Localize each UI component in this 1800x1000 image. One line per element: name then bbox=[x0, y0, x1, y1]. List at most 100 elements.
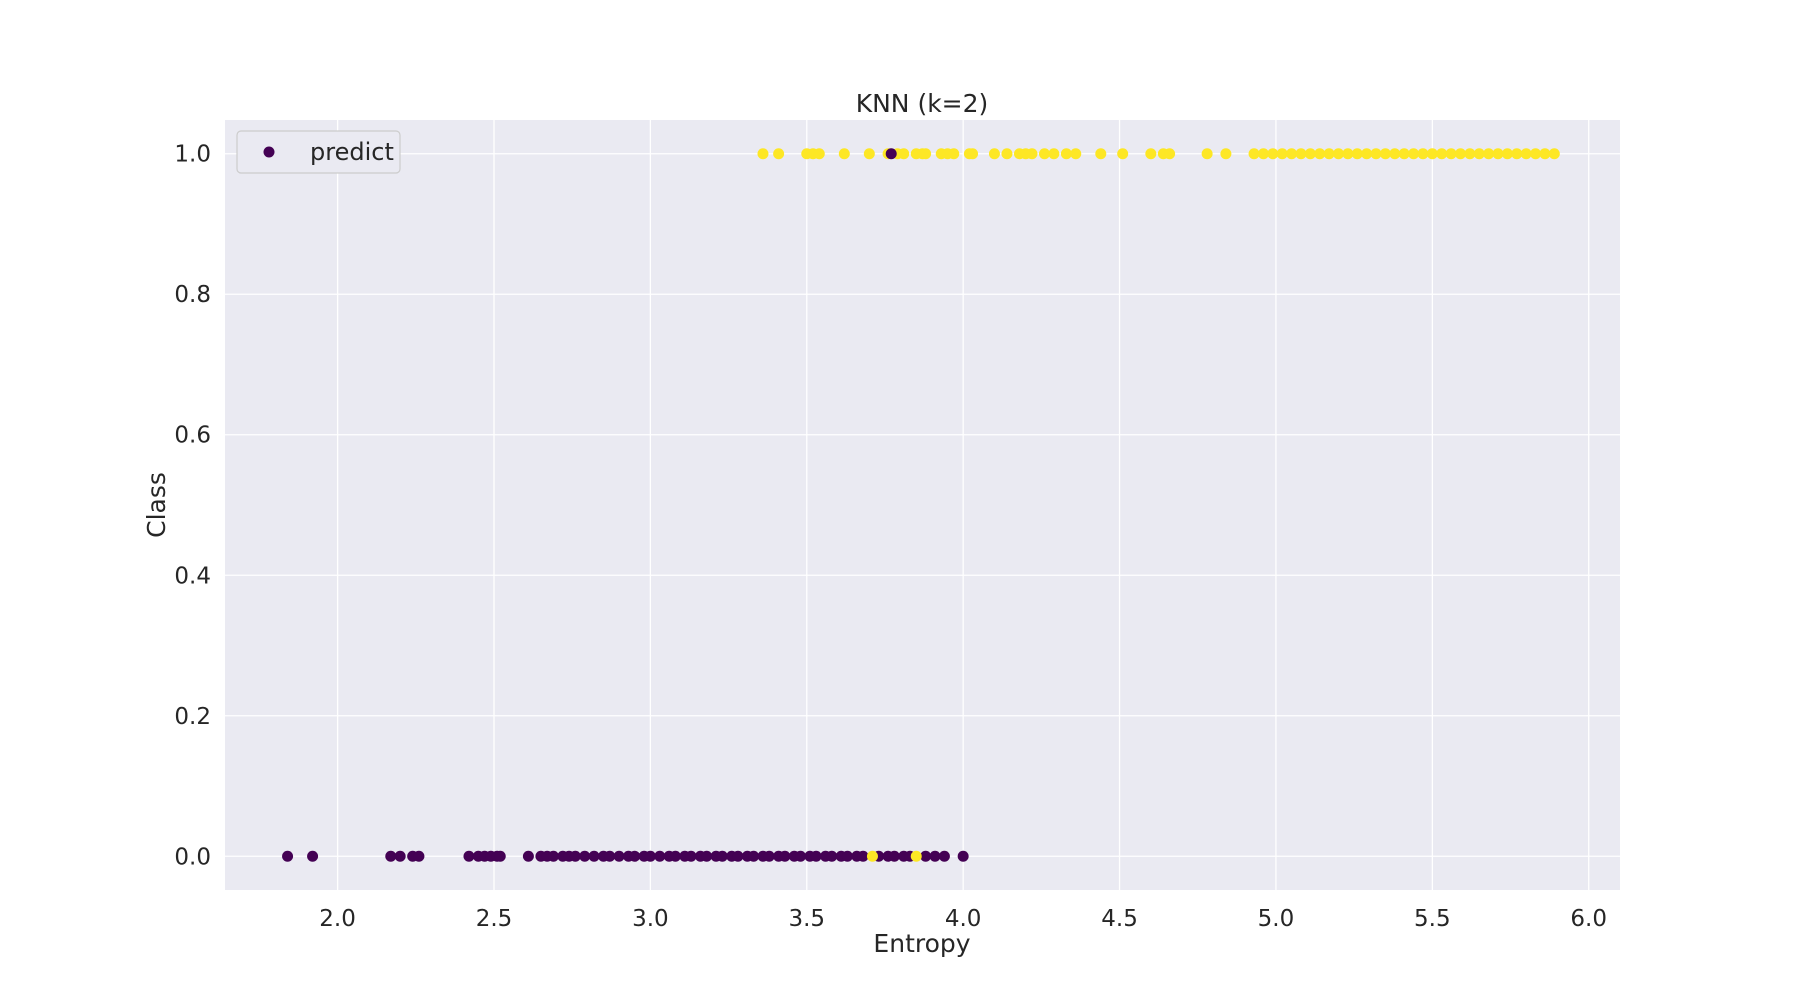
data-point-class-1 bbox=[1389, 148, 1401, 160]
y-tick-labels: 0.0 0.2 0.4 0.6 0.8 1.0 bbox=[174, 142, 211, 871]
y-tick-label: 1.0 bbox=[174, 142, 211, 168]
data-point-class-1 bbox=[1501, 148, 1513, 160]
y-tick-label: 0.2 bbox=[174, 704, 211, 730]
x-tick-label: 2.0 bbox=[319, 906, 356, 932]
data-point-class-0 bbox=[569, 850, 581, 862]
data-points bbox=[282, 148, 1560, 862]
data-point-class-1 bbox=[1445, 148, 1457, 160]
data-point-class-1 bbox=[1304, 148, 1316, 160]
data-point-class-0 bbox=[494, 850, 506, 862]
x-tick-label: 4.0 bbox=[945, 906, 982, 932]
data-point-class-1 bbox=[1314, 148, 1326, 160]
data-point-class-1 bbox=[1379, 148, 1391, 160]
data-point-class-1 bbox=[1370, 148, 1382, 160]
data-point-class-1 bbox=[1548, 148, 1560, 160]
data-point-class-1 bbox=[1436, 148, 1448, 160]
data-point-class-1 bbox=[988, 148, 1000, 160]
data-point-class-1 bbox=[1145, 148, 1157, 160]
y-tick-label: 0.4 bbox=[174, 563, 211, 589]
data-point-class-1 bbox=[757, 148, 769, 160]
data-point-class-1 bbox=[1426, 148, 1438, 160]
data-point-class-1 bbox=[1070, 148, 1082, 160]
data-point-class-1 bbox=[1492, 148, 1504, 160]
data-point-class-1 bbox=[1361, 148, 1373, 160]
data-point-class-1 bbox=[1201, 148, 1213, 160]
y-tick-label: 0.8 bbox=[174, 282, 211, 308]
legend-box bbox=[236, 130, 401, 174]
data-point-class-0 bbox=[547, 850, 559, 862]
data-point-class-1 bbox=[1464, 148, 1476, 160]
data-point-class-1 bbox=[1248, 148, 1260, 160]
data-point-class-0 bbox=[885, 148, 897, 160]
data-point-class-1 bbox=[1286, 148, 1298, 160]
data-point-class-1 bbox=[948, 148, 960, 160]
data-point-class-0 bbox=[579, 850, 591, 862]
data-point-class-1 bbox=[773, 148, 785, 160]
x-tick-label: 5.5 bbox=[1414, 906, 1451, 932]
data-point-class-0 bbox=[795, 850, 807, 862]
data-point-class-0 bbox=[604, 850, 616, 862]
data-point-class-0 bbox=[644, 850, 656, 862]
x-axis-label: Entropy bbox=[873, 929, 970, 958]
data-point-class-1 bbox=[1026, 148, 1038, 160]
legend-label: predict bbox=[310, 138, 394, 166]
y-axis-label: Class bbox=[142, 472, 171, 538]
data-point-class-1 bbox=[813, 148, 825, 160]
data-point-class-0 bbox=[957, 850, 969, 862]
data-point-class-0 bbox=[938, 850, 950, 862]
data-point-class-1 bbox=[1511, 148, 1523, 160]
y-tick-label: 0.0 bbox=[174, 844, 211, 870]
data-point-class-1 bbox=[1038, 148, 1050, 160]
data-point-class-1 bbox=[1001, 148, 1013, 160]
data-point-class-1 bbox=[1095, 148, 1107, 160]
data-point-class-0 bbox=[732, 850, 744, 862]
data-point-class-0 bbox=[779, 850, 791, 862]
data-point-class-0 bbox=[841, 850, 853, 862]
x-tick-label: 2.5 bbox=[476, 906, 513, 932]
data-point-class-0 bbox=[716, 850, 728, 862]
data-point-class-1 bbox=[1473, 148, 1485, 160]
y-tick-label: 0.6 bbox=[174, 423, 211, 449]
x-tick-labels: 2.0 2.5 3.0 3.5 4.0 4.5 5.0 5.5 6.0 bbox=[319, 906, 1607, 932]
data-point-class-0 bbox=[413, 850, 425, 862]
data-point-class-0 bbox=[888, 850, 900, 862]
data-point-class-1 bbox=[910, 850, 922, 862]
data-point-class-1 bbox=[1417, 148, 1429, 160]
data-point-class-1 bbox=[920, 148, 932, 160]
data-point-class-1 bbox=[1164, 148, 1176, 160]
data-point-class-1 bbox=[838, 148, 850, 160]
data-point-class-1 bbox=[1454, 148, 1466, 160]
data-point-class-1 bbox=[1267, 148, 1279, 160]
x-tick-label: 3.5 bbox=[788, 906, 825, 932]
legend: predict bbox=[236, 130, 401, 174]
data-point-class-1 bbox=[1483, 148, 1495, 160]
data-point-class-1 bbox=[1276, 148, 1288, 160]
x-tick-label: 4.5 bbox=[1101, 906, 1138, 932]
data-point-class-1 bbox=[1048, 148, 1060, 160]
data-point-class-1 bbox=[967, 148, 979, 160]
data-point-class-1 bbox=[1060, 148, 1072, 160]
data-point-class-0 bbox=[385, 850, 397, 862]
data-point-class-0 bbox=[763, 850, 775, 862]
chart-title: KNN (k=2) bbox=[856, 89, 989, 118]
data-point-class-0 bbox=[826, 850, 838, 862]
data-point-class-1 bbox=[1408, 148, 1420, 160]
data-point-class-1 bbox=[1117, 148, 1129, 160]
data-point-class-1 bbox=[866, 850, 878, 862]
data-point-class-0 bbox=[857, 850, 869, 862]
data-point-class-0 bbox=[282, 850, 294, 862]
plot-background bbox=[225, 120, 1620, 890]
data-point-class-0 bbox=[463, 850, 475, 862]
data-point-class-1 bbox=[1323, 148, 1335, 160]
data-point-class-1 bbox=[898, 148, 910, 160]
data-point-class-1 bbox=[1342, 148, 1354, 160]
data-point-class-1 bbox=[1539, 148, 1551, 160]
x-tick-label: 6.0 bbox=[1570, 906, 1607, 932]
data-point-class-1 bbox=[1398, 148, 1410, 160]
data-point-class-0 bbox=[701, 850, 713, 862]
data-point-class-1 bbox=[1351, 148, 1363, 160]
data-point-class-0 bbox=[613, 850, 625, 862]
legend-marker bbox=[263, 146, 275, 158]
x-tick-label: 5.0 bbox=[1258, 906, 1295, 932]
